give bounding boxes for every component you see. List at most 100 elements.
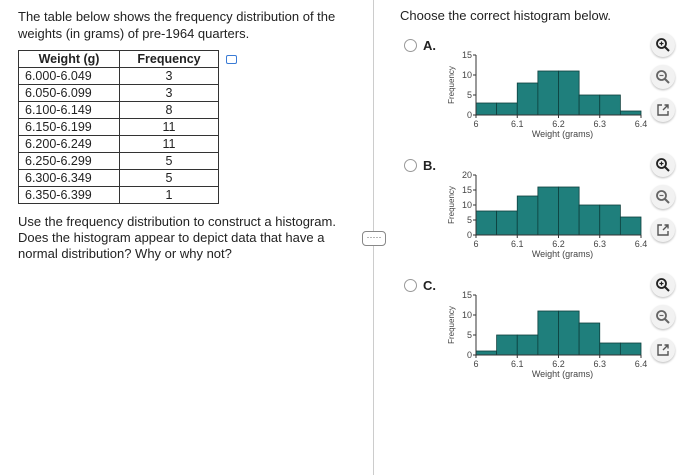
histogram-bar xyxy=(475,350,498,356)
histogram-bar xyxy=(537,310,559,356)
histogram-bar xyxy=(578,204,601,236)
y-tick-label: 5 xyxy=(467,330,472,340)
weight-cell: 6.150-6.199 xyxy=(18,118,120,136)
histogram-bar xyxy=(475,210,498,236)
radio-button[interactable] xyxy=(404,39,417,52)
frequency-cell: 5 xyxy=(119,152,219,170)
question-text: Use the frequency distribution to constr… xyxy=(18,214,336,261)
x-tick-label: 6.3 xyxy=(593,359,606,369)
histogram-bar xyxy=(516,82,539,116)
prompt-text: Choose the correct histogram below. xyxy=(400,8,611,23)
intro-text: The table below shows the frequency dist… xyxy=(18,9,336,41)
frequency-cell: 3 xyxy=(119,84,219,102)
zoom-out-icon xyxy=(656,310,670,324)
weight-cell: 6.050-6.099 xyxy=(18,84,120,102)
radio-button[interactable] xyxy=(404,279,417,292)
histogram-bar xyxy=(578,94,601,116)
histogram-bar xyxy=(558,70,580,116)
frequency-table: Weight (g) Frequency 6.000-6.049 3 6.050-6… xyxy=(18,50,219,204)
y-tick-label: 15 xyxy=(462,185,472,195)
histogram-bar xyxy=(516,334,539,356)
zoom-in-icon xyxy=(656,278,670,292)
histogram-bar xyxy=(578,322,601,356)
histogram-bar xyxy=(496,334,518,356)
histogram-bar xyxy=(619,110,642,116)
y-tick-label: 0 xyxy=(467,230,472,240)
option-label: C. xyxy=(423,278,436,293)
y-tick-label: 5 xyxy=(467,215,472,225)
zoom-out-button[interactable] xyxy=(651,65,675,89)
table-row: 6.050-6.099 3 xyxy=(18,84,219,102)
y-tick-label: 20 xyxy=(462,170,472,180)
zoom-out-button[interactable] xyxy=(651,185,675,209)
table-row: 6.300-6.349 5 xyxy=(18,169,219,187)
x-tick-label: 6.4 xyxy=(635,119,648,129)
x-tick-label: 6.2 xyxy=(552,119,565,129)
x-axis-label: Weight (grams) xyxy=(532,249,593,259)
header-frequency: Frequency xyxy=(119,50,219,68)
x-tick-label: 6.4 xyxy=(635,359,648,369)
table-row: 6.350-6.399 1 xyxy=(18,186,219,204)
histogram-a: 0 5 10 15 6 6.1 6.2 6.3 6.4 Weight (grams) Frequen… xyxy=(447,50,648,139)
histogram-bar xyxy=(496,102,518,116)
y-tick-label: 15 xyxy=(462,50,472,60)
weight-cell: 6.100-6.149 xyxy=(18,101,120,119)
option-b[interactable]: B. xyxy=(404,158,436,173)
table-row: 6.250-6.299 5 xyxy=(18,152,219,170)
y-tick-label: 0 xyxy=(467,350,472,360)
table-row: 6.100-6.149 8 xyxy=(18,101,219,119)
histogram-bar xyxy=(599,342,621,356)
weight-cell: 6.350-6.399 xyxy=(18,186,120,204)
y-tick-label: 10 xyxy=(462,310,472,320)
option-a[interactable]: A. xyxy=(404,38,436,53)
frequency-cell: 11 xyxy=(119,118,219,136)
histogram-bar xyxy=(537,70,559,116)
x-tick-label: 6.2 xyxy=(552,239,565,249)
weight-cell: 6.250-6.299 xyxy=(18,152,120,170)
histogram-bar xyxy=(475,102,498,116)
zoom-in-icon xyxy=(656,158,670,172)
histogram-bar xyxy=(619,216,642,236)
table-row: 6.150-6.199 11 xyxy=(18,118,219,136)
histogram-bar xyxy=(558,310,580,356)
histogram-bar xyxy=(537,186,559,236)
open-new-window-button[interactable] xyxy=(651,338,675,362)
histogram-bar xyxy=(496,210,518,236)
x-axis-label: Weight (grams) xyxy=(532,369,593,379)
histogram-bar xyxy=(599,94,621,116)
open-new-window-button[interactable] xyxy=(651,98,675,122)
x-tick-label: 6.1 xyxy=(511,359,524,369)
frequency-cell: 1 xyxy=(119,186,219,204)
x-tick-label: 6 xyxy=(473,359,478,369)
x-axis-label: Weight (grams) xyxy=(532,129,593,139)
frequency-cell: 5 xyxy=(119,169,219,187)
open-new-window-icon xyxy=(657,344,669,356)
copy-table-icon[interactable] xyxy=(226,55,237,64)
zoom-in-button[interactable] xyxy=(651,153,675,177)
zoom-in-button[interactable] xyxy=(651,33,675,57)
x-tick-label: 6.1 xyxy=(511,239,524,249)
option-label: B. xyxy=(423,158,436,173)
histogram-c: 0 5 10 15 6 6.1 6.2 6.3 6.4 Weight (grams) Frequen… xyxy=(447,290,648,379)
zoom-out-button[interactable] xyxy=(651,305,675,329)
frequency-cell: 11 xyxy=(119,135,219,153)
x-tick-label: 6 xyxy=(473,239,478,249)
radio-button[interactable] xyxy=(404,159,417,172)
weight-cell: 6.300-6.349 xyxy=(18,169,120,187)
option-c[interactable]: C. xyxy=(404,278,436,293)
header-weight: Weight (g) xyxy=(18,50,120,68)
table-row: 6.200-6.249 11 xyxy=(18,135,219,153)
option-label: A. xyxy=(423,38,436,53)
y-tick-label: 10 xyxy=(462,200,472,210)
panel-resize-button[interactable]: ····· xyxy=(362,231,386,246)
open-new-window-button[interactable] xyxy=(651,218,675,242)
y-axis-label: Frequency xyxy=(447,66,456,104)
weight-cell: 6.000-6.049 xyxy=(18,67,120,85)
x-tick-label: 6.2 xyxy=(552,359,565,369)
x-tick-label: 6.3 xyxy=(593,239,606,249)
zoom-in-button[interactable] xyxy=(651,273,675,297)
zoom-out-icon xyxy=(656,190,670,204)
y-tick-label: 15 xyxy=(462,290,472,300)
zoom-out-icon xyxy=(656,70,670,84)
y-tick-label: 10 xyxy=(462,70,472,80)
